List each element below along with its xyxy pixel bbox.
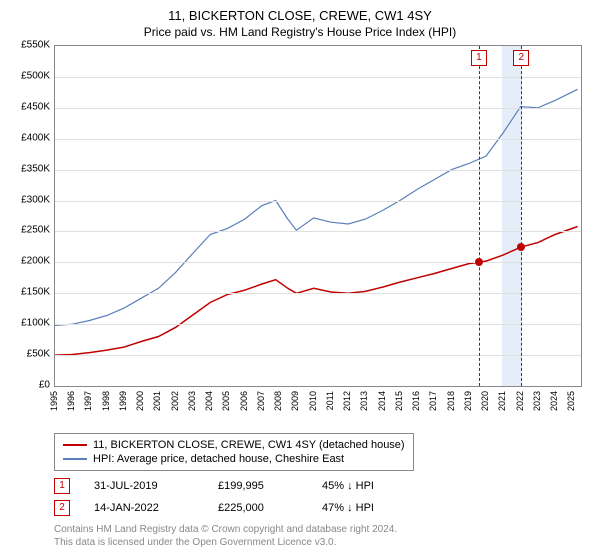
series-hpi bbox=[55, 89, 578, 325]
chart-title: 11, BICKERTON CLOSE, CREWE, CW1 4SY bbox=[10, 8, 590, 23]
series-price_paid bbox=[55, 227, 578, 356]
marker-legend-badge: 2 bbox=[54, 500, 70, 516]
legend-swatch bbox=[63, 444, 87, 446]
x-tick-label: 1999 bbox=[118, 391, 128, 411]
marker-vline bbox=[521, 46, 522, 386]
marker-legend-row: 1 31-JUL-2019 £199,995 45% ↓ HPI bbox=[54, 475, 590, 497]
chart-wrap: £0£50K£100K£150K£200K£250K£300K£350K£400… bbox=[54, 45, 582, 427]
y-tick-label: £200K bbox=[21, 256, 50, 267]
marker-legend-row: 2 14-JAN-2022 £225,000 47% ↓ HPI bbox=[54, 497, 590, 519]
x-tick-label: 2015 bbox=[394, 391, 404, 411]
marker-legend-price: £225,000 bbox=[218, 502, 298, 514]
legend-box: 11, BICKERTON CLOSE, CREWE, CW1 4SY (det… bbox=[54, 433, 414, 471]
line-svg bbox=[55, 46, 581, 386]
x-tick-label: 2002 bbox=[170, 391, 180, 411]
y-axis-labels: £0 £50K £100K £150K £200K £250K £300K £350K £400… bbox=[10, 45, 52, 427]
marker-legend-pct: 47% ↓ HPI bbox=[322, 502, 422, 514]
x-tick-label: 2005 bbox=[221, 391, 231, 411]
y-tick-label: £150K bbox=[21, 287, 50, 298]
x-tick-label: 2024 bbox=[549, 391, 559, 411]
y-tick-label: £300K bbox=[21, 194, 50, 205]
gridline bbox=[55, 355, 581, 356]
x-tick-label: 2012 bbox=[342, 391, 352, 411]
marker-badge: 2 bbox=[513, 50, 529, 66]
gridline bbox=[55, 231, 581, 232]
marker-legend: 1 31-JUL-2019 £199,995 45% ↓ HPI 2 14-JAN-202… bbox=[54, 475, 590, 519]
marker-badge: 1 bbox=[471, 50, 487, 66]
y-tick-label: £550K bbox=[21, 40, 50, 51]
x-tick-label: 2009 bbox=[290, 391, 300, 411]
x-tick-label: 2025 bbox=[566, 391, 576, 411]
attribution-line-1: Contains HM Land Registry data © Crown c… bbox=[54, 523, 590, 536]
x-tick-label: 2010 bbox=[308, 391, 318, 411]
x-tick-label: 2023 bbox=[532, 391, 542, 411]
y-tick-label: £500K bbox=[21, 70, 50, 81]
x-tick-label: 1996 bbox=[66, 391, 76, 411]
marker-legend-date: 14-JAN-2022 bbox=[94, 502, 194, 514]
x-tick-label: 2020 bbox=[480, 391, 490, 411]
x-tick-label: 2022 bbox=[515, 391, 525, 411]
x-tick-label: 2019 bbox=[463, 391, 473, 411]
y-tick-label: £100K bbox=[21, 318, 50, 329]
gridline bbox=[55, 139, 581, 140]
x-tick-label: 1998 bbox=[101, 391, 111, 411]
y-tick-label: £350K bbox=[21, 163, 50, 174]
marker-legend-date: 31-JUL-2019 bbox=[94, 480, 194, 492]
x-tick-label: 2017 bbox=[428, 391, 438, 411]
x-tick-label: 2003 bbox=[187, 391, 197, 411]
marker-legend-badge: 1 bbox=[54, 478, 70, 494]
marker-dot bbox=[475, 258, 483, 266]
gridline bbox=[55, 77, 581, 78]
gridline bbox=[55, 201, 581, 202]
marker-dot bbox=[517, 243, 525, 251]
x-tick-label: 1997 bbox=[83, 391, 93, 411]
chart-container: 11, BICKERTON CLOSE, CREWE, CW1 4SY Pric… bbox=[0, 0, 600, 555]
y-tick-label: £250K bbox=[21, 225, 50, 236]
marker-legend-pct: 45% ↓ HPI bbox=[322, 480, 422, 492]
marker-vline bbox=[479, 46, 480, 386]
y-tick-label: £450K bbox=[21, 101, 50, 112]
gridline bbox=[55, 324, 581, 325]
gridline bbox=[55, 170, 581, 171]
gridline bbox=[55, 293, 581, 294]
x-tick-label: 2021 bbox=[497, 391, 507, 411]
x-tick-label: 2006 bbox=[239, 391, 249, 411]
x-tick-label: 2013 bbox=[359, 391, 369, 411]
y-tick-label: £50K bbox=[27, 349, 50, 360]
gridline bbox=[55, 108, 581, 109]
x-tick-label: 2011 bbox=[325, 391, 335, 410]
chart-subtitle: Price paid vs. HM Land Registry's House … bbox=[10, 25, 590, 39]
x-tick-label: 2018 bbox=[446, 391, 456, 411]
x-tick-label: 2014 bbox=[377, 391, 387, 411]
y-tick-label: £0 bbox=[39, 380, 50, 391]
legend-row: HPI: Average price, detached house, Ches… bbox=[63, 452, 405, 466]
x-tick-label: 2016 bbox=[411, 391, 421, 411]
x-tick-label: 2007 bbox=[256, 391, 266, 411]
x-axis-labels: 1995199619971998199920002001200220032004… bbox=[54, 389, 582, 427]
x-tick-label: 1995 bbox=[49, 391, 59, 411]
plot-area: 12 bbox=[54, 45, 582, 387]
y-tick-label: £400K bbox=[21, 132, 50, 143]
attribution-line-2: This data is licensed under the Open Gov… bbox=[54, 536, 590, 549]
legend-label: 11, BICKERTON CLOSE, CREWE, CW1 4SY (det… bbox=[93, 439, 405, 451]
x-tick-label: 2008 bbox=[273, 391, 283, 411]
legend-swatch bbox=[63, 458, 87, 460]
x-tick-label: 2001 bbox=[152, 391, 162, 411]
legend-row: 11, BICKERTON CLOSE, CREWE, CW1 4SY (det… bbox=[63, 438, 405, 452]
legend-label: HPI: Average price, detached house, Ches… bbox=[93, 453, 344, 465]
attribution-text: Contains HM Land Registry data © Crown c… bbox=[54, 523, 590, 549]
marker-legend-price: £199,995 bbox=[218, 480, 298, 492]
x-tick-label: 2000 bbox=[135, 391, 145, 411]
gridline bbox=[55, 262, 581, 263]
x-tick-label: 2004 bbox=[204, 391, 214, 411]
